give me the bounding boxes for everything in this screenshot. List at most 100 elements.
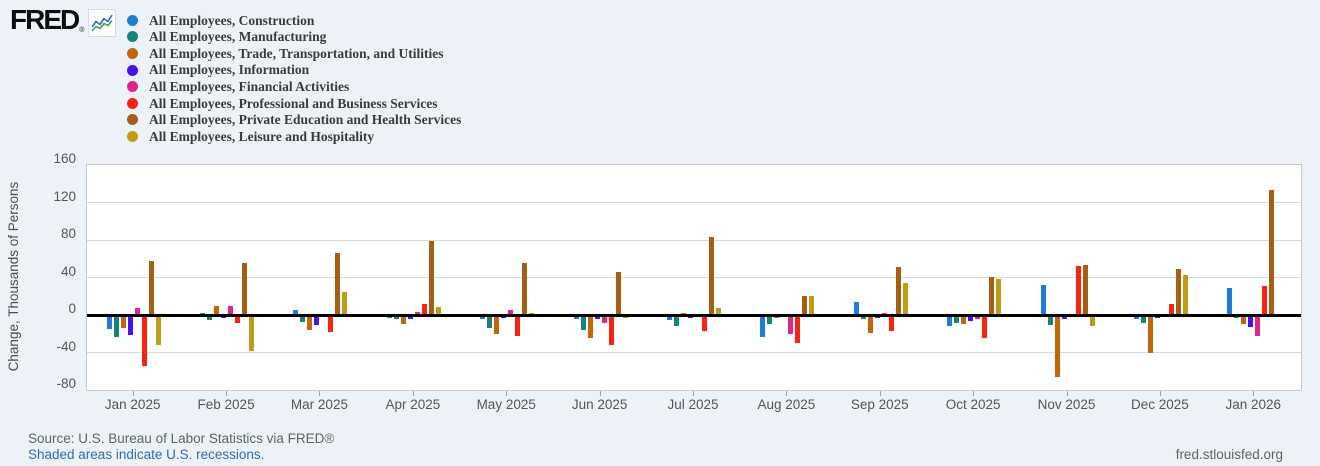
bar-manufacturing-Dec-2025[interactable] xyxy=(1140,315,1146,323)
bar-leisure-hospitality-Apr-2025[interactable] xyxy=(435,306,441,315)
bar-professional-business-Apr-2025[interactable] xyxy=(421,303,427,315)
bar-education-health-Apr-2025[interactable] xyxy=(428,240,434,315)
legend-item-professional-business[interactable]: All Employees, Professional and Business… xyxy=(127,95,461,112)
bar-information-Mar-2025[interactable] xyxy=(314,315,320,326)
bar-manufacturing-May-2025[interactable] xyxy=(487,315,493,329)
bar-education-health-Jun-2025[interactable] xyxy=(615,271,621,315)
legend-item-leisure-hospitality[interactable]: All Employees, Leisure and Hospitality xyxy=(127,128,461,145)
bar-education-health-May-2025[interactable] xyxy=(522,262,528,315)
legend-item-trade-transport-utilities[interactable]: All Employees, Trade, Transportation, an… xyxy=(127,45,461,62)
bar-trade-transport-utilities-Feb-2025[interactable] xyxy=(214,305,220,315)
bar-professional-business-Oct-2025[interactable] xyxy=(982,315,988,338)
bar-information-Oct-2025[interactable] xyxy=(968,315,974,321)
bar-professional-business-Nov-2025[interactable] xyxy=(1075,266,1081,315)
bar-leisure-hospitality-Jan-2025[interactable] xyxy=(155,315,161,345)
legend-label: All Employees, Information xyxy=(149,62,310,78)
bar-professional-business-Jul-2025[interactable] xyxy=(702,315,707,331)
bar-financial-activities-Jan-2026[interactable] xyxy=(1255,315,1261,336)
bar-education-health-Nov-2025[interactable] xyxy=(1082,265,1088,315)
bar-trade-transport-utilities-Dec-2025[interactable] xyxy=(1147,315,1153,354)
bar-financial-activities-Apr-2025[interactable] xyxy=(414,312,420,315)
bar-professional-business-Jan-2025[interactable] xyxy=(141,315,147,366)
bar-financial-activities-Jun-2025[interactable] xyxy=(601,315,607,323)
bar-professional-business-Dec-2025[interactable] xyxy=(1168,303,1174,315)
legend-item-construction[interactable]: All Employees, Construction xyxy=(127,12,461,29)
bar-construction-Nov-2025[interactable] xyxy=(1040,285,1046,315)
bar-professional-business-Sep-2025[interactable] xyxy=(888,315,894,331)
fred-site-text: fred.stlouisfed.org xyxy=(1175,447,1283,462)
bar-leisure-hospitality-Feb-2025[interactable] xyxy=(249,315,255,351)
x-tick xyxy=(973,391,975,396)
bar-information-Jan-2025[interactable] xyxy=(127,315,133,335)
bar-professional-business-Jan-2026[interactable] xyxy=(1262,285,1268,315)
bar-leisure-hospitality-Mar-2025[interactable] xyxy=(342,291,348,315)
bar-education-health-Jul-2025[interactable] xyxy=(709,237,714,315)
bar-education-health-Oct-2025[interactable] xyxy=(989,276,995,315)
bar-manufacturing-Nov-2025[interactable] xyxy=(1047,315,1053,326)
bar-education-health-Jan-2026[interactable] xyxy=(1269,190,1275,315)
x-tick xyxy=(506,391,508,396)
bar-financial-activities-May-2025[interactable] xyxy=(508,310,514,315)
bar-construction-Mar-2025[interactable] xyxy=(293,310,299,315)
bar-leisure-hospitality-Sep-2025[interactable] xyxy=(902,283,908,315)
bar-education-health-Mar-2025[interactable] xyxy=(335,253,341,315)
bar-manufacturing-Jun-2025[interactable] xyxy=(580,315,586,330)
bar-manufacturing-Jan-2025[interactable] xyxy=(113,315,119,337)
bar-leisure-hospitality-Aug-2025[interactable] xyxy=(809,296,815,315)
bar-trade-transport-utilities-Jan-2026[interactable] xyxy=(1241,315,1247,325)
bar-financial-activities-Feb-2025[interactable] xyxy=(228,305,234,315)
x-tick xyxy=(693,391,694,396)
fred-logo[interactable]: FRED ® xyxy=(10,6,117,37)
bar-trade-transport-utilities-Oct-2025[interactable] xyxy=(961,315,967,325)
legend-item-manufacturing[interactable]: All Employees, Manufacturing xyxy=(127,29,461,46)
bar-trade-transport-utilities-Apr-2025[interactable] xyxy=(400,315,406,325)
fred-sparkline-icon xyxy=(88,9,117,37)
bar-professional-business-Aug-2025[interactable] xyxy=(795,315,801,344)
bar-construction-Oct-2025[interactable] xyxy=(947,315,953,327)
y-tick-label-40: 40 xyxy=(60,263,76,279)
bar-financial-activities-Aug-2025[interactable] xyxy=(788,315,794,334)
x-tick xyxy=(786,391,788,396)
y-tick-label--80: -80 xyxy=(56,376,76,391)
legend-item-education-health[interactable]: All Employees, Private Education and Hea… xyxy=(127,112,461,129)
legend-label: All Employees, Manufacturing xyxy=(149,29,327,45)
recession-note-link[interactable]: Shaded areas indicate U.S. recessions. xyxy=(28,447,265,462)
bar-education-health-Feb-2025[interactable] xyxy=(242,263,248,315)
legend-label: All Employees, Construction xyxy=(149,12,315,28)
bar-education-health-Jan-2025[interactable] xyxy=(148,260,154,315)
bar-education-health-Aug-2025[interactable] xyxy=(802,296,808,315)
bar-trade-transport-utilities-Mar-2025[interactable] xyxy=(307,315,313,330)
bar-manufacturing-Oct-2025[interactable] xyxy=(954,315,960,324)
bar-construction-Aug-2025[interactable] xyxy=(760,315,766,337)
bar-education-health-Sep-2025[interactable] xyxy=(895,267,901,315)
bar-manufacturing-Mar-2025[interactable] xyxy=(300,315,306,322)
bar-manufacturing-Jul-2025[interactable] xyxy=(674,315,679,327)
bar-professional-business-Feb-2025[interactable] xyxy=(235,315,241,323)
bar-professional-business-Jun-2025[interactable] xyxy=(608,315,614,345)
bar-construction-Sep-2025[interactable] xyxy=(853,301,859,315)
bar-financial-activities-Jan-2025[interactable] xyxy=(134,308,140,315)
y-tick-label-160: 160 xyxy=(53,151,76,166)
x-tick xyxy=(879,391,881,396)
bar-manufacturing-Feb-2025[interactable] xyxy=(207,315,213,320)
bar-trade-transport-utilities-Sep-2025[interactable] xyxy=(867,315,873,333)
bar-construction-Jan-2026[interactable] xyxy=(1227,287,1233,315)
bar-professional-business-May-2025[interactable] xyxy=(515,315,521,336)
bar-construction-Jan-2025[interactable] xyxy=(106,315,112,330)
bar-trade-transport-utilities-May-2025[interactable] xyxy=(494,315,500,334)
bar-information-Jan-2026[interactable] xyxy=(1248,315,1254,328)
legend-item-financial-activities[interactable]: All Employees, Financial Activities xyxy=(127,78,461,95)
bar-education-health-Dec-2025[interactable] xyxy=(1175,269,1181,315)
bar-leisure-hospitality-Dec-2025[interactable] xyxy=(1182,274,1188,315)
bar-professional-business-Mar-2025[interactable] xyxy=(328,315,334,332)
bar-manufacturing-Aug-2025[interactable] xyxy=(767,315,773,325)
bar-leisure-hospitality-Oct-2025[interactable] xyxy=(996,279,1002,315)
bar-trade-transport-utilities-Jan-2025[interactable] xyxy=(120,315,126,329)
bar-leisure-hospitality-Nov-2025[interactable] xyxy=(1089,315,1095,327)
legend-item-information[interactable]: All Employees, Information xyxy=(127,62,461,79)
bar-trade-transport-utilities-Nov-2025[interactable] xyxy=(1054,315,1060,377)
x-tick xyxy=(1066,391,1068,396)
bar-trade-transport-utilities-Jun-2025[interactable] xyxy=(587,315,593,339)
bar-leisure-hospitality-Jul-2025[interactable] xyxy=(716,307,721,315)
bar-construction-Jul-2025[interactable] xyxy=(667,315,672,320)
